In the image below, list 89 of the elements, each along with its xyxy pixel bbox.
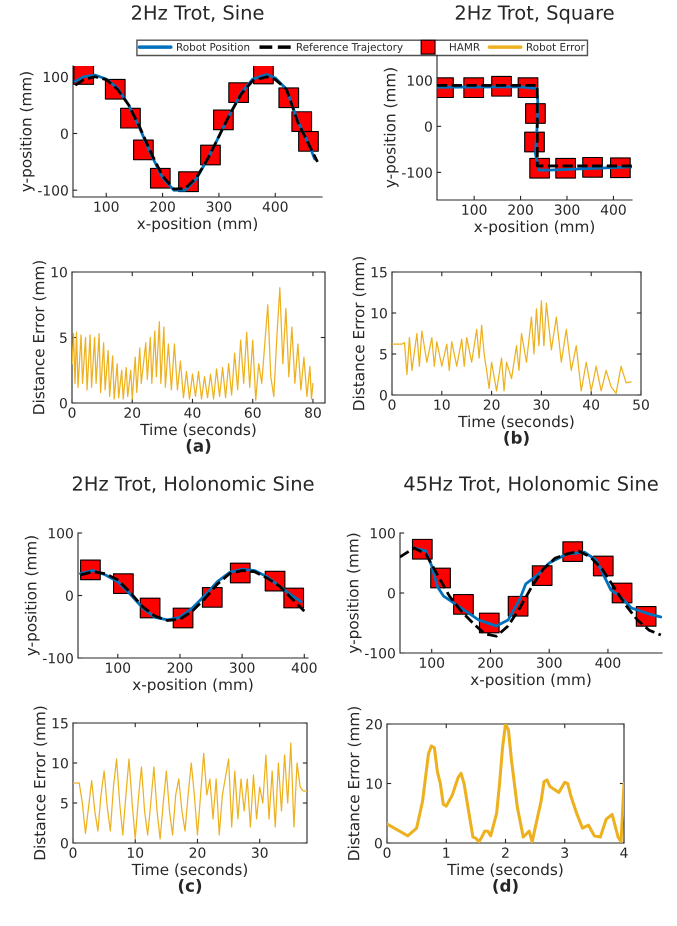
x-tick-label: 400 — [600, 204, 626, 215]
legend-label: Robot Position — [177, 42, 250, 51]
text: (a) — [186, 438, 210, 454]
legend-label: Robot Error — [526, 42, 585, 51]
y-tick-label: 0 — [388, 588, 395, 598]
y-tick-label: 5 — [380, 349, 387, 360]
y-tick-label: 5 — [60, 332, 67, 343]
y-tick-label: 10 — [366, 778, 382, 789]
y-axis-title: Distance Error (mm) — [34, 706, 48, 860]
y-axis-title: y-position (mm) — [346, 534, 362, 654]
x-tick-label: 100 — [462, 204, 486, 215]
y-tick-label: -100 — [42, 652, 73, 664]
y-tick-label: 100 — [48, 528, 73, 538]
legend-label: Reference Trajectory — [296, 42, 403, 53]
x-tick-label: 300 — [206, 201, 232, 212]
y-tick-label: 0 — [60, 838, 68, 848]
y-axis-title: Distance Error (mm) — [32, 261, 46, 414]
chart-title: 2Hz Trot, Holonomic Sine — [72, 476, 314, 493]
x-tick-label: 200 — [150, 201, 175, 212]
x-tick-label: 20 — [484, 399, 500, 410]
y-tick-label: 0 — [424, 121, 432, 132]
x-axis-title: x-position (mm) — [474, 220, 594, 236]
x-axis-title: x-position (mm) — [132, 678, 252, 694]
text: (d) — [493, 878, 518, 894]
x-tick-label: 40 — [583, 399, 600, 410]
x-tick-label: 400 — [595, 657, 620, 668]
x-tick-label: 1 — [443, 848, 450, 858]
x-tick-label: 4 — [620, 848, 628, 858]
y-tick-label: 100 — [408, 75, 432, 86]
y-axis-title: Distance Error (mm) — [348, 707, 362, 860]
x-tick-label: 2 — [502, 847, 509, 858]
x-axis-title: Time (seconds) — [140, 423, 256, 438]
y-tick-label: 15 — [372, 267, 387, 278]
y-axis-title: y-position (mm) — [24, 536, 40, 656]
y-tick-label: -100 — [38, 185, 68, 196]
y-tick-label: 5 — [61, 798, 68, 808]
x-axis-title: x-position (mm) — [137, 217, 257, 232]
y-axis-title: Distance Error (mm) — [352, 257, 366, 410]
y-tick-label: 10 — [52, 266, 67, 278]
x-tick-label: 100 — [106, 662, 130, 673]
y-axis-title: y-position (mm) — [20, 72, 35, 192]
x-tick-label: 200 — [508, 204, 533, 215]
y-tick-label: 100 — [44, 72, 68, 82]
line-series — [392, 300, 632, 394]
x-tick-label: 10 — [128, 847, 144, 858]
line-series — [72, 287, 314, 402]
x-axis-title: Time (seconds) — [458, 415, 574, 430]
x-tick-label: 100 — [420, 657, 444, 668]
y-tick-label: 100 — [370, 528, 395, 538]
x-tick-label: 400 — [292, 662, 317, 673]
x-tick-label: 400 — [262, 201, 288, 212]
chart-title: 45Hz Trot, Holonomic Sine — [404, 476, 658, 493]
line-series — [387, 724, 624, 843]
y-tick-label: 10 — [52, 758, 68, 768]
x-tick-label: 80 — [305, 407, 321, 418]
y-tick-label: 20 — [366, 718, 382, 730]
x-tick-label: 20 — [190, 847, 206, 858]
x-tick-label: 30 — [534, 399, 550, 410]
y-tick-label: 0 — [380, 390, 387, 400]
y-axis-title: y-position (mm) — [384, 68, 399, 188]
x-tick-label: 300 — [537, 657, 562, 668]
x-tick-label: 200 — [478, 657, 503, 668]
x-axis-title: Time (seconds) — [447, 863, 562, 878]
chart-title: 2Hz Trot, Sine — [132, 4, 264, 22]
x-tick-label: 60 — [244, 407, 261, 418]
x-axis-title: x-position (mm) — [470, 673, 590, 688]
text: (c) — [178, 878, 202, 894]
x-tick-label: 20 — [124, 407, 140, 418]
x-tick-label: 3 — [561, 847, 568, 858]
x-tick-label: 30 — [252, 847, 268, 858]
x-tick-label: 200 — [168, 662, 192, 673]
y-tick-label: -100 — [402, 167, 432, 178]
y-tick-label: 0 — [66, 590, 73, 601]
x-tick-label: 50 — [633, 399, 649, 410]
y-tick-label: 10 — [372, 308, 387, 318]
text: (b) — [504, 430, 529, 446]
x-tick-label: 300 — [554, 204, 580, 215]
chart-title: 2Hz Trot, Square — [456, 5, 614, 24]
y-tick-label: 0 — [60, 128, 68, 139]
legend-label: HAMR — [450, 43, 480, 51]
y-tick-label: 15 — [52, 718, 68, 728]
x-axis-title: Time (seconds) — [132, 863, 247, 878]
y-tick-label: -100 — [364, 648, 395, 658]
x-tick-label: 300 — [230, 662, 254, 673]
x-tick-label: 100 — [94, 201, 119, 212]
y-tick-label: 0 — [374, 838, 382, 848]
x-tick-label: 10 — [434, 399, 450, 410]
x-tick-label: 40 — [184, 407, 200, 418]
line-series — [73, 742, 307, 840]
